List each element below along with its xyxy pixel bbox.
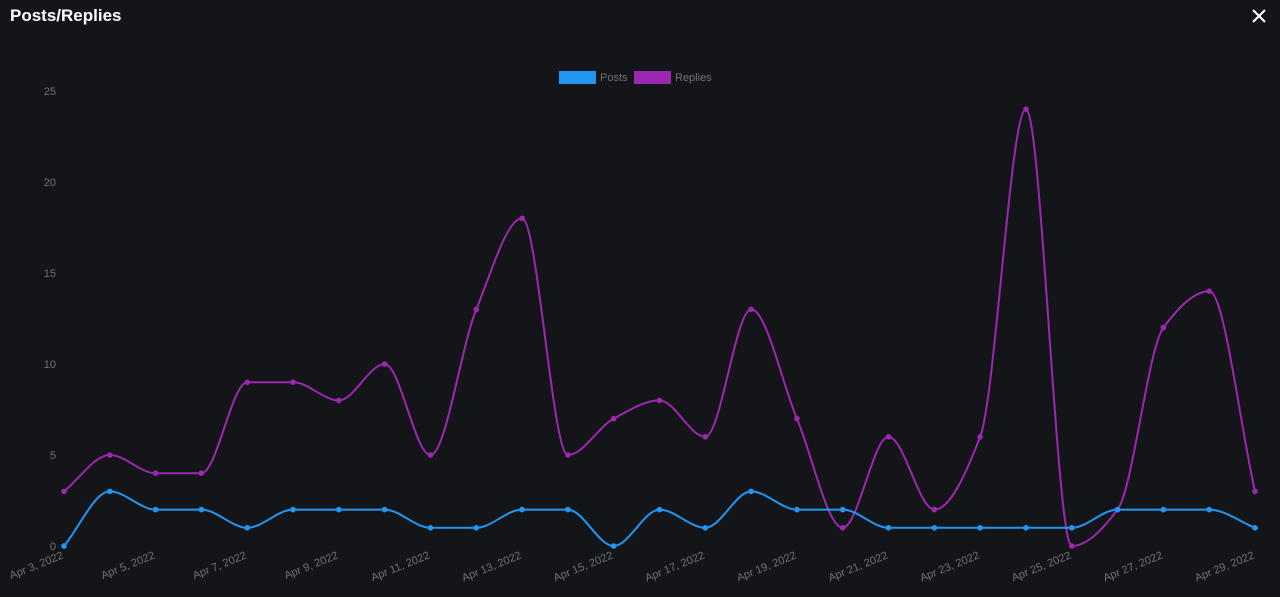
replies-data-point [198, 470, 205, 477]
replies-legend-swatch [634, 71, 671, 84]
x-tick-label: Apr 11, 2022 [369, 550, 431, 584]
replies-data-point [290, 379, 296, 386]
posts-data-point [473, 525, 480, 531]
modal-header: Posts/Replies [0, 0, 1280, 34]
x-tick-label: Apr 13, 2022 [460, 550, 523, 585]
x-tick-label: Apr 27, 2022 [1102, 550, 1165, 585]
close-button[interactable] [1248, 5, 1270, 27]
replies-data-point [656, 397, 663, 404]
x-tick-label: Apr 7, 2022 [191, 550, 248, 582]
y-tick-label: 0 [50, 541, 56, 553]
replies-data-point [931, 506, 938, 513]
posts-data-point [839, 506, 846, 513]
replies-data-point [427, 452, 434, 458]
replies-data-point [977, 434, 983, 440]
replies-series-line [63, 108, 1256, 548]
posts-data-point [748, 488, 754, 495]
posts-data-point [1252, 525, 1258, 531]
posts-data-point [381, 506, 388, 513]
y-tick-label: 25 [44, 86, 56, 98]
posts-data-point [1068, 525, 1075, 531]
posts-data-point [519, 506, 525, 513]
replies-data-point [748, 306, 754, 313]
y-tick-label: 10 [44, 359, 56, 371]
posts-data-point [198, 506, 205, 513]
replies-data-point [107, 452, 113, 458]
x-tick-label: Apr 17, 2022 [644, 550, 707, 585]
posts-data-point [702, 525, 709, 531]
posts-data-point [656, 506, 663, 513]
replies-data-point [1252, 488, 1258, 495]
replies-data-point [244, 379, 251, 386]
x-tick-label: Apr 23, 2022 [918, 550, 981, 585]
posts-data-point [885, 525, 892, 531]
replies-data-point [702, 434, 709, 440]
replies-data-point [1068, 543, 1075, 549]
replies-data-point [794, 415, 800, 422]
x-tick-label: Apr 5, 2022 [100, 550, 157, 582]
x-tick-label: Apr 19, 2022 [735, 550, 798, 585]
posts-data-point [1206, 506, 1212, 513]
posts-data-point [977, 525, 983, 531]
x-tick-label: Apr 9, 2022 [283, 550, 340, 582]
replies-data-point [1023, 106, 1029, 112]
replies-data-point [381, 361, 388, 367]
replies-data-point [61, 488, 67, 495]
posts-data-point [107, 488, 113, 495]
replies-data-point [565, 452, 571, 458]
replies-data-point [152, 470, 159, 477]
y-tick-label: 5 [50, 450, 56, 462]
posts-legend-swatch [559, 71, 596, 84]
replies-data-point [610, 415, 617, 422]
posts-data-point [794, 506, 800, 513]
posts-series-line [63, 490, 1256, 548]
replies-data-point [839, 525, 846, 531]
replies-data-point [1206, 288, 1212, 295]
posts-data-point [610, 543, 617, 549]
x-tick-label: Apr 29, 2022 [1193, 550, 1256, 585]
replies-data-point [1160, 324, 1167, 331]
y-tick-label: 15 [44, 268, 56, 280]
replies-data-point [336, 397, 342, 404]
x-tick-label: Apr 3, 2022 [8, 550, 65, 582]
posts-data-point [1114, 506, 1121, 513]
posts-data-point [61, 543, 67, 549]
posts-data-point [1023, 525, 1029, 531]
posts-data-point [290, 506, 296, 513]
x-tick-label: Apr 15, 2022 [552, 550, 615, 585]
x-tick-label: Apr 25, 2022 [1010, 550, 1073, 585]
y-tick-label: 20 [44, 177, 56, 189]
posts-data-point [1160, 506, 1167, 513]
posts-data-point [565, 506, 571, 513]
posts-data-point [152, 506, 159, 513]
replies-data-point [473, 306, 480, 313]
posts-data-point [427, 525, 434, 531]
replies-legend-label: Replies [675, 72, 712, 84]
replies-data-point [885, 434, 892, 440]
modal-title: Posts/Replies [10, 6, 122, 25]
posts-legend-label: Posts [600, 72, 628, 84]
replies-data-point [519, 215, 525, 222]
posts-data-point [244, 525, 251, 531]
close-icon [1252, 9, 1266, 23]
posts-data-point [336, 506, 342, 513]
posts-data-point [931, 525, 938, 531]
x-tick-label: Apr 21, 2022 [827, 550, 890, 585]
